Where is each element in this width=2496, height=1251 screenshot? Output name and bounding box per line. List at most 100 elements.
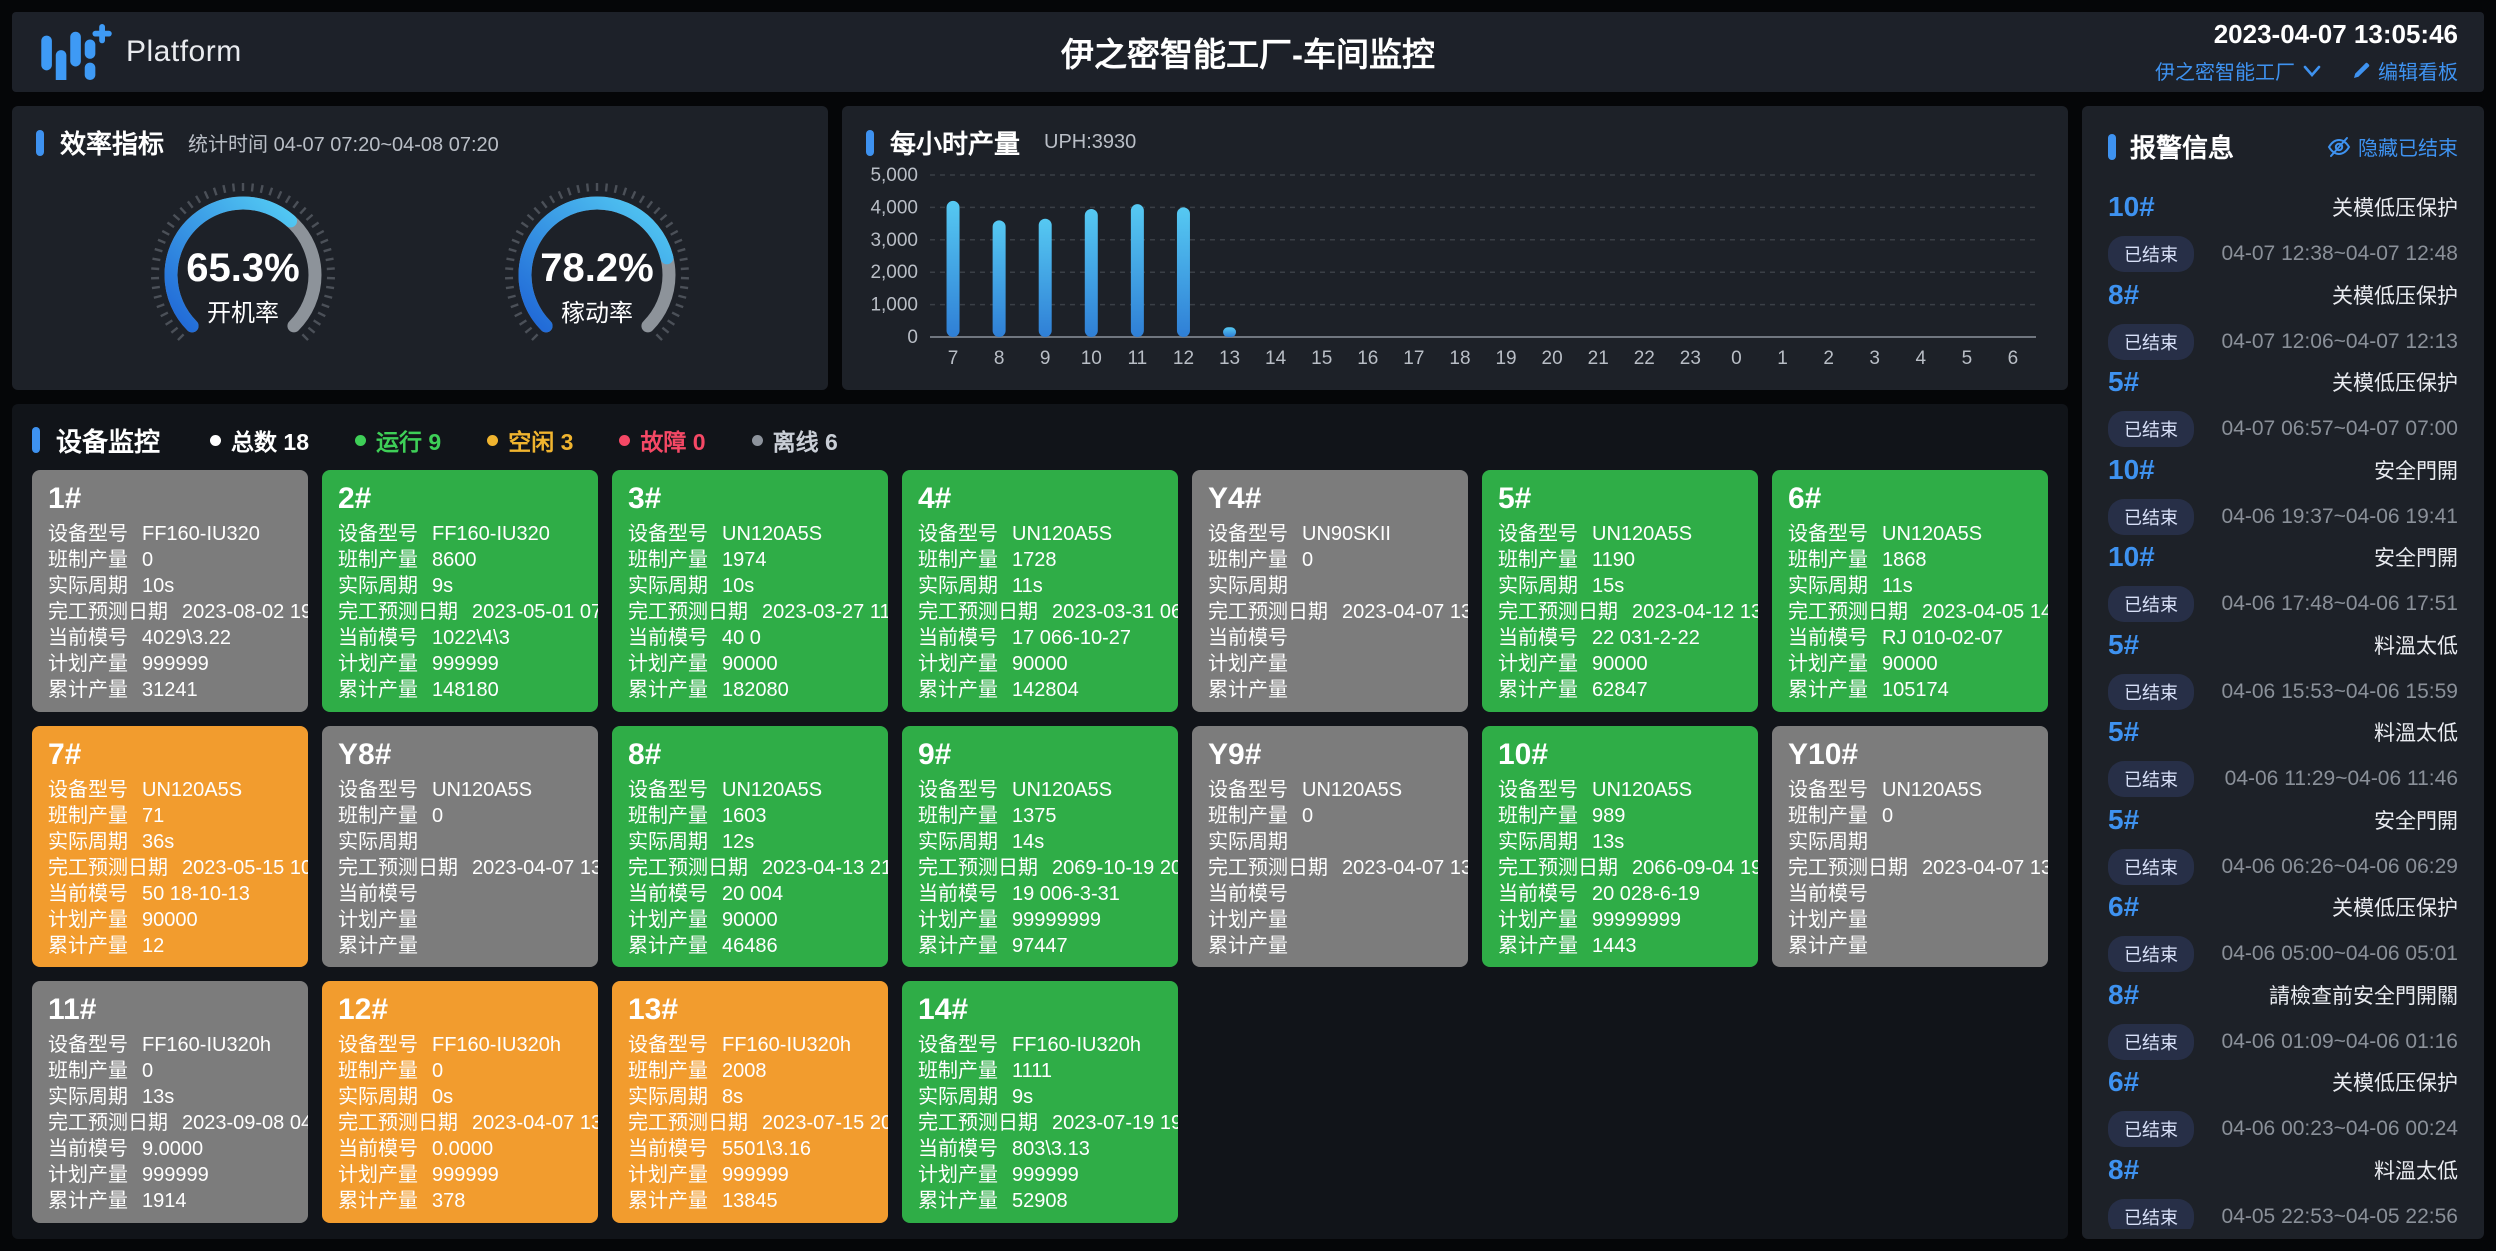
factory-selector[interactable]: 伊之密智能工厂 bbox=[2155, 56, 2322, 85]
field-value: 0.0000 bbox=[432, 1138, 494, 1161]
machine-field: 计划产量 99999999 bbox=[1498, 907, 1742, 933]
edit-board-button[interactable]: 编辑看板 bbox=[2352, 56, 2458, 85]
field-value: 999999 bbox=[432, 653, 499, 675]
machine-card-Y10[interactable]: Y10# 设备型号 UN120A5S 班制产量 0 实际周期 完工预测日期 2023-04-0… bbox=[1772, 725, 2048, 968]
field-label: 累计产量 bbox=[48, 934, 128, 957]
machine-card-11[interactable]: 11# 设备型号 FF160-IU320h 班制产量 0 实际周期 13s 完工预测日期 202… bbox=[32, 981, 308, 1223]
machine-field: 完工预测日期 2023-04-07 13:05 bbox=[1208, 855, 1468, 881]
field-label: 累计产量 bbox=[628, 679, 708, 701]
alarm-machine: 10# bbox=[2108, 191, 2155, 222]
field-value: UN120A5S bbox=[1302, 778, 1403, 801]
field-label: 累计产量 bbox=[628, 934, 708, 957]
field-label: 班制产量 bbox=[1208, 549, 1288, 571]
gauge-label: 开机率 bbox=[207, 300, 279, 327]
content: 效率指标 统计时间 04-07 07:20~04-08 07:20 65.3% 开… bbox=[12, 106, 2484, 1239]
field-label: 累计产量 bbox=[628, 1190, 708, 1213]
svg-text:3: 3 bbox=[1869, 348, 1880, 369]
machine-field: 班制产量 0 bbox=[1788, 803, 2032, 829]
machine-card-Y9[interactable]: Y9# 设备型号 UN120A5S 班制产量 0 实际周期 完工预测日期 2023-04-07… bbox=[1192, 725, 1468, 968]
machine-field: 设备型号 FF160-IU320h bbox=[338, 1032, 582, 1058]
machine-card-1[interactable]: 1# 设备型号 FF160-IU320 班制产量 0 实际周期 10s 完工预测日期 2023-… bbox=[32, 470, 308, 712]
field-label: 计划产量 bbox=[1788, 653, 1868, 675]
machine-card-4[interactable]: 4# 设备型号 UN120A5S 班制产量 1728 实际周期 11s 完工预测日期 2023-… bbox=[902, 470, 1178, 712]
machine-card-9[interactable]: 9# 设备型号 UN120A5S 班制产量 1375 实际周期 14s 完工预测日期 2069-… bbox=[902, 725, 1178, 968]
field-label: 实际周期 bbox=[48, 830, 128, 853]
machine-field: 累计产量 142804 bbox=[918, 677, 1162, 703]
machine-card-10[interactable]: 10# 设备型号 UN120A5S 班制产量 989 实际周期 13s 完工预测日期 2066-… bbox=[1482, 725, 1758, 968]
field-label: 完工预测日期 bbox=[918, 856, 1038, 879]
machine-field: 实际周期 11s bbox=[1788, 573, 2032, 599]
field-label: 班制产量 bbox=[48, 1060, 128, 1083]
field-label: 累计产量 bbox=[338, 1190, 418, 1213]
alarm-item: 5# 料溫太低 已结束 04-06 11:29~04-06 11:46 bbox=[2108, 694, 2458, 797]
machine-field: 设备型号 FF160-IU320h bbox=[48, 1032, 292, 1058]
machine-name: 2# bbox=[338, 482, 372, 515]
field-value: 40 0 bbox=[722, 627, 761, 649]
field-label: 设备型号 bbox=[1788, 523, 1868, 545]
factory-selector-label: 伊之密智能工厂 bbox=[2155, 62, 2295, 84]
field-label: 计划产量 bbox=[918, 908, 998, 931]
machine-field: 实际周期 10s bbox=[628, 573, 872, 599]
field-label: 设备型号 bbox=[1208, 523, 1288, 545]
hide-finished-button[interactable]: 隐藏已结束 bbox=[2327, 132, 2458, 161]
machine-card-5[interactable]: 5# 设备型号 UN120A5S 班制产量 1190 实际周期 15s 完工预测日期 2023-… bbox=[1482, 470, 1758, 712]
field-label: 班制产量 bbox=[48, 549, 128, 571]
machine-field: 完工预测日期 2023-04-12 13:01 bbox=[1498, 599, 1758, 625]
field-label: 当前模号 bbox=[1788, 627, 1868, 649]
field-value: 2023-09-08 04:51 bbox=[182, 1112, 308, 1135]
machine-card-2[interactable]: 2# 设备型号 FF160-IU320 班制产量 8600 实际周期 9s 完工预测日期 202… bbox=[322, 470, 598, 712]
machine-field: 累计产量 bbox=[1208, 933, 1452, 959]
field-label: 计划产量 bbox=[1208, 653, 1288, 675]
field-value: 8s bbox=[722, 1086, 744, 1109]
field-value: 12 bbox=[142, 934, 165, 957]
field-value: 2023-04-12 13:01 bbox=[1632, 601, 1758, 623]
field-label: 完工预测日期 bbox=[338, 601, 458, 623]
field-value: 90000 bbox=[722, 908, 778, 931]
legend-offline: 离线 6 bbox=[751, 423, 838, 457]
machine-field: 设备型号 FF160-IU320 bbox=[48, 521, 292, 547]
machine-card-3[interactable]: 3# 设备型号 UN120A5S 班制产量 1974 实际周期 10s 完工预测日期 2023-… bbox=[612, 470, 888, 712]
section-marker bbox=[2108, 133, 2116, 160]
machine-field: 实际周期 13s bbox=[1498, 829, 1742, 855]
field-label: 当前模号 bbox=[48, 1138, 128, 1161]
machine-card-7[interactable]: 7# 设备型号 UN120A5S 班制产量 71 实际周期 36s 完工预测日期 2023-05… bbox=[32, 725, 308, 968]
field-label: 班制产量 bbox=[338, 1060, 418, 1083]
field-label: 设备型号 bbox=[918, 778, 998, 801]
machine-field: 实际周期 bbox=[1208, 829, 1452, 855]
field-label: 班制产量 bbox=[918, 1060, 998, 1083]
field-label: 累计产量 bbox=[1498, 679, 1578, 701]
field-value: 90000 bbox=[142, 908, 198, 931]
machine-card-Y4[interactable]: Y4# 设备型号 UN90SKII 班制产量 0 实际周期 完工预测日期 2023-04-07… bbox=[1192, 470, 1468, 712]
machine-card-6[interactable]: 6# 设备型号 UN120A5S 班制产量 1868 实际周期 11s 完工预测日期 2023-… bbox=[1772, 470, 2048, 712]
machine-field: 当前模号 803\3.13 bbox=[918, 1136, 1162, 1162]
alarm-time-range: 04-06 17:48~04-06 17:51 bbox=[2221, 592, 2458, 615]
field-label: 班制产量 bbox=[918, 549, 998, 571]
alarm-machine: 6# bbox=[2108, 1066, 2140, 1097]
machine-card-14[interactable]: 14# 设备型号 FF160-IU320h 班制产量 1111 实际周期 9s 完工预测日期 2… bbox=[902, 981, 1178, 1223]
field-value: 2023-07-19 19:17 bbox=[1052, 1112, 1178, 1135]
field-label: 累计产量 bbox=[918, 934, 998, 957]
machine-name: 14# bbox=[918, 993, 969, 1027]
field-label: 完工预测日期 bbox=[628, 1112, 748, 1135]
legend-label: 故障 0 bbox=[640, 429, 706, 455]
alarm-machine: 8# bbox=[2108, 978, 2140, 1010]
field-label: 班制产量 bbox=[918, 804, 998, 827]
machine-card-Y8[interactable]: Y8# 设备型号 UN120A5S 班制产量 0 实际周期 完工预测日期 2023-04-07… bbox=[322, 725, 598, 968]
alarm-time-range: 04-06 05:00~04-06 05:01 bbox=[2221, 942, 2458, 965]
status-dot bbox=[751, 434, 763, 446]
alarm-name: 关模低压保护 bbox=[2332, 897, 2458, 920]
machine-field: 累计产量 148180 bbox=[338, 677, 582, 703]
machine-card-8[interactable]: 8# 设备型号 UN120A5S 班制产量 1603 实际周期 12s 完工预测日期 2023-… bbox=[612, 725, 888, 968]
hourly-output-panel-head: 每小时产量 UPH:3930 bbox=[866, 124, 2044, 161]
machine-card-13[interactable]: 13# 设备型号 FF160-IU320h 班制产量 2008 实际周期 8s 完工预测日期 2… bbox=[612, 981, 888, 1223]
machine-field: 班制产量 1111 bbox=[918, 1058, 1162, 1084]
alarm-status-badge: 已结束 bbox=[2108, 323, 2194, 360]
field-label: 计划产量 bbox=[918, 653, 998, 675]
machine-field: 计划产量 90000 bbox=[1498, 651, 1742, 677]
section-marker bbox=[36, 129, 44, 156]
machine-name: 13# bbox=[628, 993, 679, 1027]
alarm-name: 关模低压保护 bbox=[2332, 372, 2458, 395]
machine-field: 实际周期 bbox=[1208, 573, 1452, 599]
machine-card-12[interactable]: 12# 设备型号 FF160-IU320h 班制产量 0 实际周期 0s 完工预测日期 2023… bbox=[322, 981, 598, 1223]
machine-field: 累计产量 62847 bbox=[1498, 677, 1742, 703]
